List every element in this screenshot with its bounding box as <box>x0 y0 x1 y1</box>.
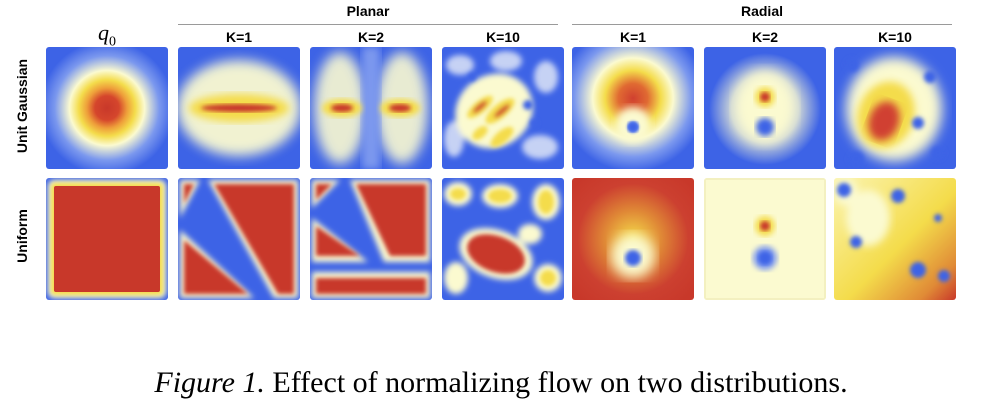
planar-group-label: Planar <box>346 3 390 19</box>
column-label-planar-k10: K=10 <box>486 29 520 45</box>
panel-uniform-q0 <box>46 178 168 300</box>
panel-uniform-planar-k2 <box>310 178 432 300</box>
panel-gaussian-planar-k10 <box>442 47 564 169</box>
row-label-unit-gaussian: Unit Gaussian <box>14 58 30 154</box>
radial-group-label: Radial <box>740 3 783 19</box>
column-label-planar-k1: K=1 <box>225 29 253 45</box>
panel-uniform-radial-k10 <box>834 178 956 300</box>
panel-gaussian-planar-k1 <box>178 47 300 169</box>
panel-gaussian-q0 <box>46 47 168 169</box>
column-label-radial-k2: K=2 <box>751 29 779 45</box>
figure-label: Figure 1. <box>154 366 265 399</box>
caption-text: Effect of normalizing flow on two distri… <box>264 366 848 399</box>
panel-gaussian-planar-k2 <box>310 47 432 169</box>
planar-group-rule <box>178 24 558 25</box>
q0-column-label: q0 <box>98 20 116 50</box>
panel-gaussian-radial-k10 <box>834 47 956 169</box>
radial-group-rule <box>572 24 952 25</box>
panel-uniform-radial-k2 <box>704 178 826 300</box>
row-label-uniform: Uniform <box>14 209 30 263</box>
panel-gaussian-radial-k1 <box>572 47 694 169</box>
column-label-radial-k10: K=10 <box>878 29 912 45</box>
figure-caption: Figure 1. Effect of normalizing flow on … <box>0 366 1002 400</box>
panel-uniform-planar-k10 <box>442 178 564 300</box>
column-label-planar-k2: K=2 <box>357 29 385 45</box>
panel-uniform-planar-k1 <box>178 178 300 300</box>
column-label-radial-k1: K=1 <box>619 29 647 45</box>
panel-gaussian-radial-k2 <box>704 47 826 169</box>
panel-uniform-radial-k1 <box>572 178 694 300</box>
